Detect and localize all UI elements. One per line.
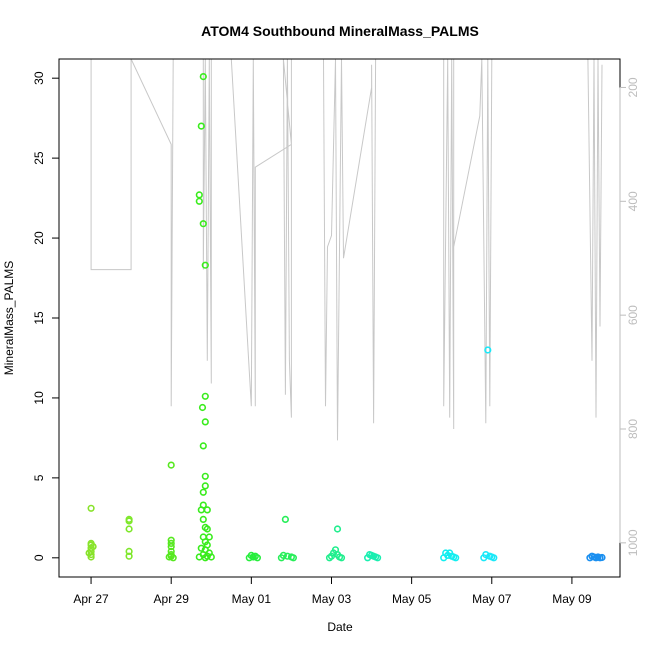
data-point xyxy=(87,504,95,512)
data-point xyxy=(167,461,175,469)
data-point xyxy=(198,403,207,412)
right-axis: 200 400 600 800 1000 xyxy=(619,77,640,556)
data-point xyxy=(125,525,133,533)
data-point xyxy=(199,488,207,496)
data-point xyxy=(253,554,261,562)
y-axis: 0 5 10 15 20 25 30 xyxy=(32,71,60,561)
data-point xyxy=(337,554,346,562)
x-axis-label: Date xyxy=(327,620,353,634)
data-point xyxy=(374,554,382,562)
data-point xyxy=(201,261,209,269)
data-point xyxy=(197,122,205,130)
data-point xyxy=(484,346,492,354)
right-tick-label: 600 xyxy=(626,305,640,325)
data-point xyxy=(125,517,133,525)
data-point xyxy=(440,554,448,562)
data-point xyxy=(325,554,334,562)
y-tick-label: 25 xyxy=(32,151,46,165)
data-point xyxy=(199,220,207,228)
altitude-trace xyxy=(90,59,603,441)
data-point xyxy=(89,542,97,551)
data-point xyxy=(480,554,488,562)
data-point xyxy=(201,392,209,400)
data-point xyxy=(201,418,209,426)
right-tick-label: 1000 xyxy=(626,529,640,556)
y-tick-label: 0 xyxy=(32,554,46,561)
data-point xyxy=(197,544,205,552)
plot-frame xyxy=(58,58,621,578)
data-point xyxy=(195,197,203,205)
data-point xyxy=(201,482,209,490)
data-point xyxy=(85,549,93,557)
altitude-line xyxy=(90,59,603,441)
y-axis-label: MineralMass_PALMS xyxy=(2,261,16,375)
right-tick-label: 800 xyxy=(626,419,640,439)
x-axis: Apr 27 Apr 29 May 01 May 03 May 05 May 07 May … xyxy=(73,576,592,606)
data-point xyxy=(203,525,211,533)
data-point xyxy=(364,554,372,562)
data-point xyxy=(199,515,207,524)
data-point xyxy=(281,515,290,524)
y-tick-label: 30 xyxy=(32,71,46,85)
data-point xyxy=(586,554,594,562)
x-tick-label: May 07 xyxy=(472,592,512,606)
x-tick-label: May 03 xyxy=(312,592,352,606)
data-point xyxy=(199,442,207,450)
y-tick-label: 15 xyxy=(32,311,46,325)
data-point xyxy=(169,554,177,562)
data-point xyxy=(490,554,498,562)
x-tick-label: May 01 xyxy=(232,592,272,606)
right-tick-label: 200 xyxy=(626,77,640,97)
data-point xyxy=(167,539,175,548)
x-tick-label: Apr 29 xyxy=(154,592,190,606)
y-tick-label: 20 xyxy=(32,231,46,245)
data-point xyxy=(205,533,213,541)
data-point xyxy=(598,553,606,562)
data-point xyxy=(277,554,286,562)
data-point xyxy=(199,72,207,81)
chart-title: ATOM4 Southbound MineralMass_PALMS xyxy=(201,23,479,39)
y-tick-label: 10 xyxy=(32,391,46,405)
data-point xyxy=(333,525,342,533)
data-point xyxy=(125,552,133,560)
data-point xyxy=(201,554,209,562)
data-point xyxy=(203,506,211,514)
y-tick-label: 5 xyxy=(32,474,46,481)
data-point xyxy=(195,191,203,199)
data-point xyxy=(201,472,209,480)
x-tick-label: May 09 xyxy=(552,592,592,606)
x-tick-label: Apr 27 xyxy=(73,592,109,606)
data-point xyxy=(452,554,460,562)
x-tick-label: May 05 xyxy=(392,592,432,606)
right-tick-label: 400 xyxy=(626,191,640,211)
data-points xyxy=(85,72,606,562)
data-point xyxy=(289,554,298,562)
data-point xyxy=(165,553,173,561)
